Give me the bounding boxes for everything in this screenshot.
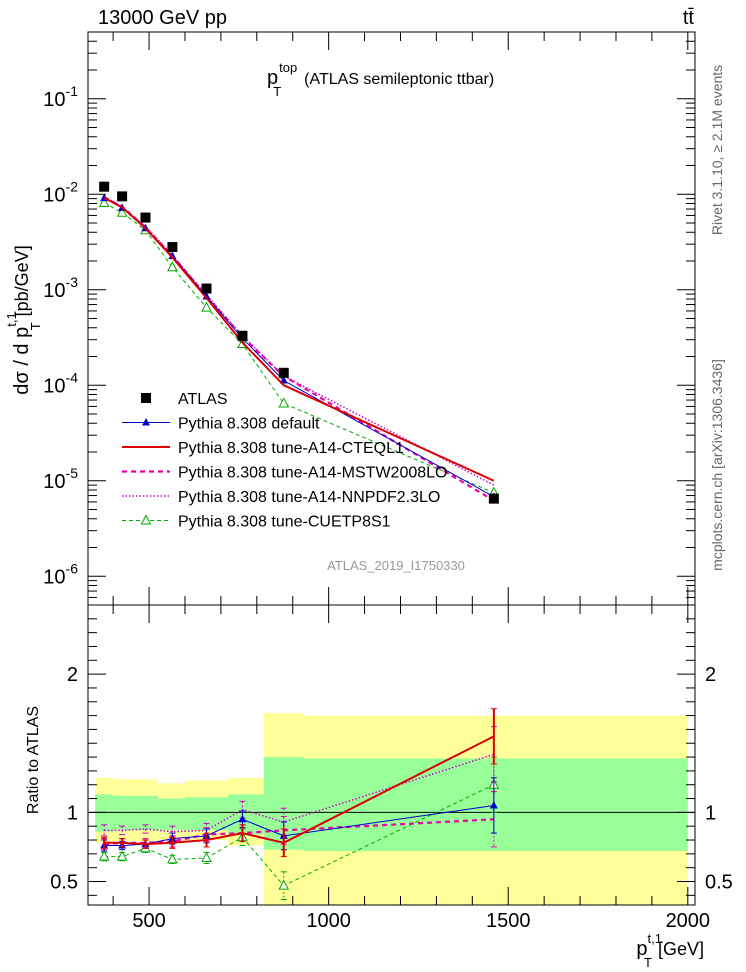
ratio-point-cuetp-1 [116,850,128,861]
ratio-xtick-label: 500 [132,910,165,932]
main-point-atlas-0 [99,181,110,192]
ratio-point-cuetp-3 [167,853,178,864]
main-point-cuetp-6 [278,397,290,408]
plot-title-sub: T [273,84,281,99]
axis-ticks [88,31,695,905]
main-ytick-exponent: -3 [66,274,79,290]
band-inner-3 [158,798,185,831]
ratio-xtick-label: 1500 [486,910,531,932]
analysis-tag: ATLAS_2019_I1750330 [327,558,465,573]
main-point-default-3 [168,251,177,260]
mcplots-label: mcplots.cern.ch [arXiv:1306.3436] [709,359,725,571]
legend-marker-default [142,418,150,426]
main-ytick-base: 10 [43,280,65,302]
main-point-atlas-1 [117,191,128,202]
main-y-axis-label: dσ / d pt,1 T [pb/GeV] [4,245,43,394]
main-ytick-base: 10 [43,471,65,493]
main-point-default-4 [202,291,211,300]
legend-label-cuetp: Pythia 8.308 tune-CUETP8S1 [178,514,391,531]
main-point-default-6 [279,376,288,384]
main-point-atlas-2 [140,212,151,223]
y-label-main: dσ / d p [11,327,33,395]
main-line-cteq [103,196,495,482]
main-ytick-exponent: -6 [66,560,79,576]
ratio-xtick-label: 2000 [666,910,711,932]
rivet-label: Rivet 3.1.10, ≥ 2.1M events [709,65,725,235]
ratio-ytick-label-right: 2 [705,664,716,686]
band-inner-1 [113,795,132,831]
legend-label-mstw: Pythia 8.308 tune-A14-MSTW2008LO [178,465,447,482]
ratio-point-cuetp-6 [278,879,290,890]
main-point-cuetp-4 [201,301,212,312]
main-ytick-exponent: -1 [66,83,79,99]
main-panel-series [98,181,500,504]
y-label-sup: t,1 [4,312,19,326]
plot-title-sup: top [279,60,297,75]
ratio-ytick-label-left: 1 [67,802,78,824]
ratio-point-cuetp-4 [201,851,212,862]
legend: ATLAS Pythia 8.308 default Pythia 8.308 tu… [122,391,447,531]
ratio-line-cteq [104,735,495,846]
main-ytick-label: 10-1 [43,83,78,111]
ratio-line-cuetp [104,784,495,887]
main-point-cuetp-1 [116,206,128,217]
x-label-sub: T [644,955,652,970]
ratio-ytick-label-left: 0.5 [50,871,78,893]
main-ytick-exponent: -2 [66,178,79,194]
x-label-rest: [GeV] [658,939,704,959]
main-ytick-base: 10 [43,566,65,588]
main-ytick-label: 10-6 [43,560,78,588]
ratio-panel-frame [87,604,696,906]
main-ytick-base: 10 [43,375,65,397]
main-point-atlas-6 [278,367,289,378]
ratio-point-cuetp-0 [98,850,110,861]
ratio-ytick-label-right: 0.5 [705,871,733,893]
main-point-cuetp-3 [167,261,178,272]
ratio-y-axis-label: Ratio to ATLAS [25,706,42,814]
main-point-atlas-7 [488,493,499,504]
ratio-point-default-5 [238,814,247,823]
main-point-atlas-3 [167,242,178,253]
header-left-label: 13000 GeV pp [98,7,227,29]
x-axis-label: pt,1 T [GeV] [636,931,704,970]
ratio-point-default-7 [489,800,498,809]
main-line-cuetp [103,202,495,494]
y-label-sub: T [28,322,43,330]
band-inner-0 [95,794,114,832]
ratio-xtick-label: 1000 [306,910,351,932]
header-right-label: tt̄ [683,7,695,29]
x-label-main: p [636,938,647,960]
ratio-panel-series [98,708,500,900]
ratio-ytick-label-right: 1 [705,802,716,824]
main-ytick-label: 10-5 [43,465,78,493]
y-label-rest: [pb/GeV] [12,245,32,316]
main-ytick-exponent: -5 [66,465,79,481]
plot-title-main: p [267,67,278,89]
legend-marker-atlas [141,393,151,403]
main-point-atlas-5 [237,330,248,341]
plot-title: ptop T (ATLAS semileptonic ttbar) [267,60,494,99]
main-point-cuetp-0 [98,196,110,207]
main-ytick-exponent: -4 [66,369,79,385]
main-ytick-label: 10-3 [43,274,78,302]
ratio-uncertainty-bands [95,712,688,905]
plot-title-rest: (ATLAS semileptonic ttbar) [304,71,494,88]
main-ytick-label: 10-4 [43,369,78,397]
main-ytick-base: 10 [43,184,65,206]
main-ytick-label: 10-2 [43,178,78,206]
main-ytick-base: 10 [43,89,65,111]
ratio-line-nnpdf [104,753,495,833]
x-label-sup: t,1 [648,931,662,946]
ratio-line-default [104,804,494,847]
main-point-atlas-4 [201,283,212,294]
axis-tick-labels: 10-610-510-410-310-210-1500 1000 1500 20000… [43,83,733,932]
ratio-ytick-label-left: 2 [67,664,78,686]
legend-label-cteq: Pythia 8.308 tune-A14-CTEQL1 [178,440,404,457]
legend-label-nnpdf: Pythia 8.308 tune-A14-NNPDF2.3LO [178,489,440,506]
legend-marker-cuetp [140,514,152,525]
legend-label-atlas: ATLAS [178,391,228,408]
legend-label-default: Pythia 8.308 default [178,416,320,433]
